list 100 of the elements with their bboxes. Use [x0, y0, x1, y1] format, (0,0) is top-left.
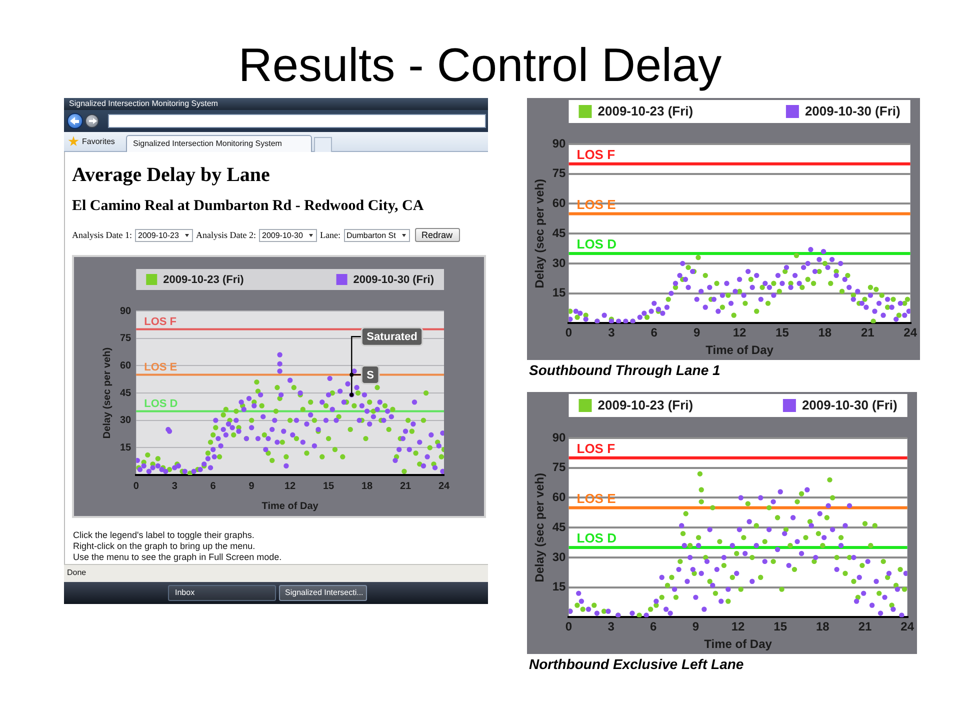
- point: [644, 314, 650, 320]
- x-tick-label: 21: [400, 480, 412, 492]
- point: [896, 312, 902, 318]
- text: Inbox: [168, 585, 276, 601]
- x-tick-label: 18: [818, 326, 832, 340]
- x-tick-label: 9: [692, 620, 700, 634]
- x-tick-label: 6: [650, 326, 658, 340]
- x-tick-label: 0: [565, 620, 572, 634]
- text: Right-click on the graph to bring up the menu.: [73, 541, 256, 552]
- point: [800, 284, 805, 290]
- y-tick-label: 90: [552, 136, 566, 150]
- point: [862, 296, 868, 302]
- point: [828, 280, 834, 286]
- x-tick-label: 18: [816, 620, 830, 634]
- legend-label: 2009-10-30 (Fri): [804, 104, 900, 119]
- point: [686, 264, 691, 270]
- text: Northbound Exclusive Left Lane: [529, 656, 744, 672]
- point: [748, 276, 754, 282]
- annotation: Saturated: [366, 331, 418, 344]
- y-axis-title: Delay (sec per veh): [532, 472, 547, 582]
- x-tick-label: 12: [284, 480, 296, 492]
- legend-label: 2009-10-23 (Fri): [598, 398, 694, 413]
- point: [568, 308, 573, 314]
- y-tick-label: 15: [552, 580, 566, 594]
- ref-line-label: LOS D: [144, 398, 178, 410]
- text: 2009-10-30: [259, 228, 317, 242]
- text: Results - Control Delay: [238, 38, 722, 91]
- chart-title: Average Delay by Lane: [72, 164, 270, 187]
- legend-label: 2009-10-30 (Fri): [802, 398, 898, 413]
- x-tick-label: 6: [650, 620, 658, 634]
- x-tick-label: 0: [133, 480, 140, 492]
- text: Analysis Date 1:: [72, 230, 132, 240]
- point: [760, 284, 765, 290]
- legend-label: 2009-10-23 (Fri): [598, 104, 694, 119]
- point: [765, 300, 771, 306]
- x-tick-label: 3: [608, 620, 615, 634]
- text: 2009-10-23: [135, 228, 193, 242]
- x-tick-label: 15: [776, 326, 790, 340]
- y-axis-title: Delay (sec per veh): [532, 178, 547, 288]
- text: Favorites: [82, 137, 115, 147]
- text: Use the menu to see the graph in Full Screen mode.: [73, 552, 282, 563]
- point: [845, 272, 850, 278]
- y-tick-label: 15: [120, 442, 132, 454]
- point: [890, 296, 896, 302]
- x-tick-label: 3: [608, 326, 616, 340]
- point: [771, 280, 776, 286]
- point: [782, 268, 788, 274]
- y-tick-label: 45: [120, 388, 132, 399]
- y-tick-label: 45: [552, 520, 566, 534]
- x-tick-label: 15: [322, 480, 335, 492]
- point: [810, 280, 816, 286]
- x-tick-label: 18: [361, 480, 374, 492]
- y-tick-label: 90: [120, 306, 132, 317]
- text: Analysis Date 2:: [196, 230, 256, 240]
- x-tick-label: 0: [565, 326, 572, 340]
- ref-line-label: LOS F: [576, 146, 616, 162]
- x-tick-label: 24: [438, 480, 450, 492]
- x-tick-label: 9: [693, 326, 700, 340]
- y-tick-label: 30: [120, 415, 132, 426]
- legend-label: 2009-10-30 (Fri): [353, 274, 434, 286]
- ref-line-label: LOS F: [144, 316, 177, 328]
- point: [696, 254, 701, 260]
- text: Redraw: [414, 228, 460, 242]
- y-tick-label: 75: [552, 460, 566, 474]
- x-tick-label: 12: [731, 620, 746, 634]
- point: [742, 300, 748, 306]
- y-tick-label: 30: [552, 256, 566, 270]
- point: [726, 292, 731, 298]
- point: [870, 318, 876, 324]
- point: [666, 296, 671, 302]
- point: [754, 308, 760, 314]
- text: Signalized Intersection Monitoring System: [69, 99, 218, 109]
- x-tick-label: 3: [172, 480, 178, 492]
- y-axis-title: Delay (sec per veh): [102, 347, 113, 439]
- x-tick-label: 12: [732, 326, 747, 340]
- y-tick-label: 75: [552, 166, 566, 180]
- y-tick-label: 60: [552, 490, 566, 504]
- ref-line-label: LOS F: [576, 440, 616, 456]
- point: [702, 272, 708, 278]
- x-tick-label: 9: [248, 480, 255, 492]
- point: [720, 304, 726, 310]
- point: [822, 260, 828, 266]
- x-tick-label: 21: [860, 326, 875, 340]
- point: [731, 312, 736, 318]
- y-tick-label: 60: [120, 360, 132, 372]
- text: Done: [67, 568, 86, 578]
- point: [805, 276, 810, 282]
- y-tick-label: 60: [552, 196, 566, 210]
- y-tick-label: 45: [552, 226, 566, 240]
- ref-line-label: LOS E: [576, 196, 616, 212]
- point: [839, 288, 845, 294]
- x-tick-label: 15: [774, 620, 788, 634]
- x-axis-title: Time of Day: [704, 637, 772, 652]
- ref-line-label: LOS D: [576, 530, 616, 546]
- text: Dumbarton St: [344, 228, 410, 242]
- point: [868, 284, 874, 290]
- x-axis-title: Time of Day: [262, 500, 319, 512]
- text: Signalized Intersecti...: [279, 585, 367, 601]
- y-tick-label: 90: [552, 430, 566, 444]
- point: [714, 280, 720, 286]
